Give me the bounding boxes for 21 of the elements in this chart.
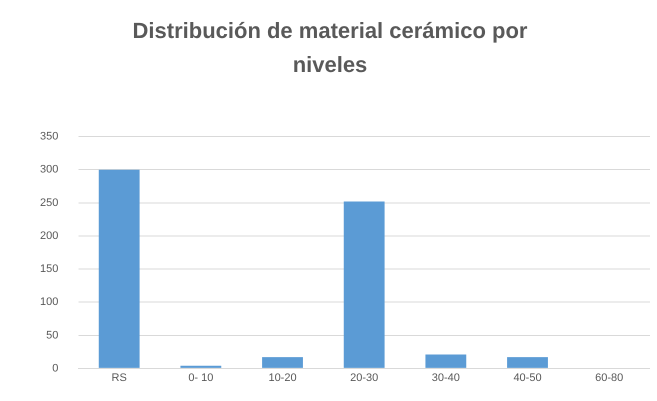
x-tick-label: 0- 10 <box>188 372 214 384</box>
x-tick-label: 60-80 <box>595 372 624 384</box>
y-tick-label: 50 <box>46 329 58 342</box>
x-tick-label: 40-50 <box>513 372 542 384</box>
y-tick-label: 350 <box>40 130 58 143</box>
y-tick-label: 200 <box>40 230 58 242</box>
x-tick-label: 30-40 <box>432 372 460 384</box>
y-tick-label: 100 <box>40 296 58 308</box>
chart-title: Distribución de material cerámico por niveles <box>132 17 528 79</box>
bar <box>507 357 548 368</box>
bar <box>98 170 140 368</box>
x-tick-label: 20-30 <box>350 372 378 384</box>
y-tick-label: 0 <box>52 362 58 374</box>
x-tick-label: 10-20 <box>268 372 297 384</box>
y-tick-label: 150 <box>40 263 58 276</box>
y-tick-label: 250 <box>40 196 58 209</box>
y-tick-label: 300 <box>40 164 58 176</box>
x-tick-label: RS <box>112 372 127 384</box>
bar <box>262 357 303 368</box>
bar <box>425 354 466 368</box>
bar <box>344 202 385 368</box>
